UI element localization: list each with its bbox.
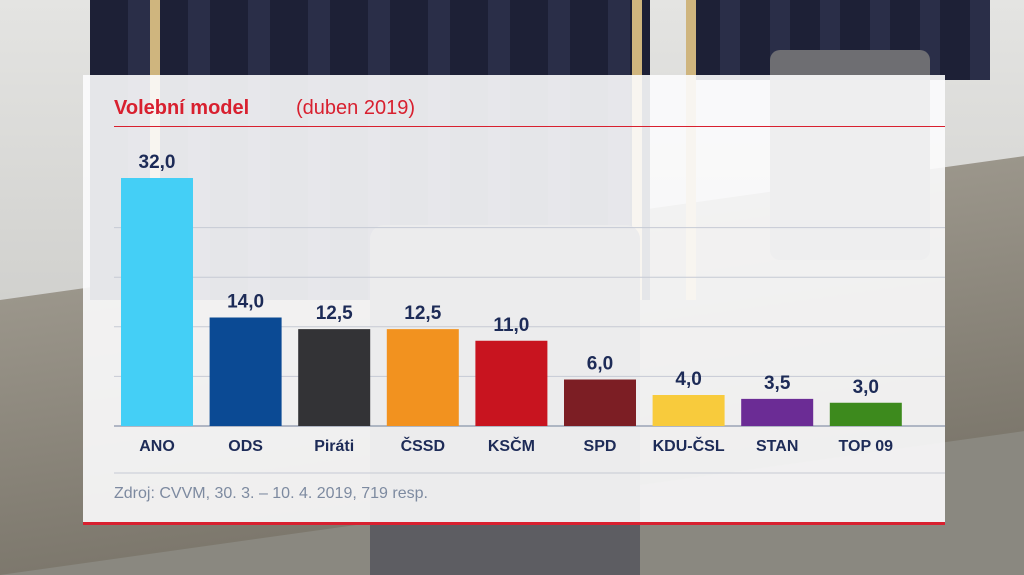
category-label: ODS	[228, 438, 263, 455]
category-label: KDU-ČSL	[653, 436, 725, 455]
data-label: 14,0	[227, 292, 264, 313]
bar-pir-ti	[298, 329, 371, 426]
data-label: 11,0	[493, 315, 529, 336]
category-label: KSČM	[488, 436, 535, 455]
category-label: TOP 09	[839, 438, 894, 455]
bar-ods	[209, 317, 282, 426]
chart-subtitle: (duben 2019)	[296, 97, 415, 119]
category-label: ČSSD	[401, 436, 445, 455]
data-label: 4,0	[675, 369, 701, 390]
bar-ks-m	[475, 340, 548, 426]
category-label: ANO	[139, 438, 175, 455]
bar-spd	[564, 379, 636, 426]
title-divider	[114, 126, 945, 127]
chart-source: Zdroj: CVVM, 30. 3. – 10. 4. 2019, 719 r…	[114, 485, 428, 502]
category-label: Piráti	[314, 438, 354, 455]
data-label: 3,5	[764, 373, 791, 394]
bar-top-09	[829, 402, 902, 426]
category-label: SPD	[584, 438, 617, 455]
bar-kdu-sl	[652, 395, 725, 426]
data-label: 32,0	[139, 152, 176, 173]
chart-panel: Volební model (duben 2019) 32,0 ANO 14,0 OD…	[83, 75, 945, 525]
bar--ssd	[386, 329, 459, 426]
chart-title: Volební model	[114, 97, 250, 119]
bar-stan	[741, 398, 814, 426]
bar-ano	[121, 178, 193, 426]
data-label: 12,5	[404, 303, 441, 324]
data-label: 3,0	[853, 377, 879, 398]
data-label: 6,0	[587, 354, 613, 375]
data-label: 12,5	[316, 303, 353, 324]
bar-chart: 32,0 ANO 14,0 ODS 12,5 Piráti 12,5 ČSSD 11,0 KSČM…	[114, 152, 945, 474]
category-label: STAN	[756, 438, 798, 455]
